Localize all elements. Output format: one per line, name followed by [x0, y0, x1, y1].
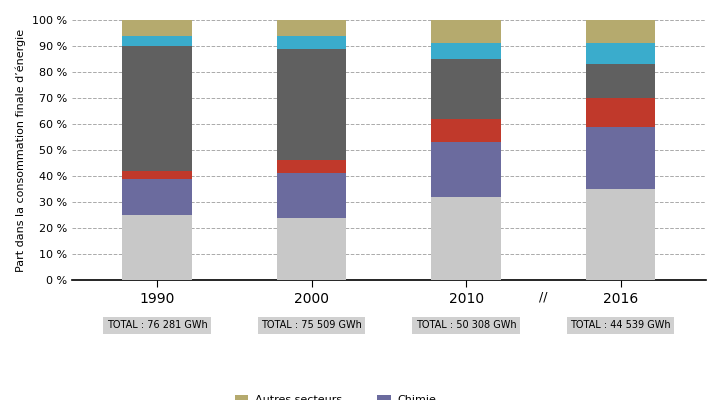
Bar	[431, 43, 501, 59]
Bar	[122, 178, 192, 215]
Bar	[586, 98, 655, 126]
Bar	[431, 197, 501, 280]
Bar	[276, 48, 346, 160]
Bar	[122, 20, 192, 36]
Y-axis label: Part dans la consommation finale d’énergie: Part dans la consommation finale d’énerg…	[16, 28, 27, 272]
Bar	[122, 36, 192, 46]
Legend: Autres secteurs, Alimentation, Papier et carton, Chimie, Sidérurgie, Minéraux no: Autres secteurs, Alimentation, Papier et…	[235, 395, 543, 400]
Bar	[122, 171, 192, 178]
Bar	[276, 36, 346, 49]
Text: TOTAL : 44 539 GWh: TOTAL : 44 539 GWh	[570, 320, 671, 330]
Text: //: //	[539, 290, 548, 303]
Bar	[431, 119, 501, 142]
Bar	[431, 142, 501, 197]
Bar	[586, 126, 655, 189]
Bar	[431, 20, 501, 43]
Bar	[276, 160, 346, 173]
Text: TOTAL : 50 308 GWh: TOTAL : 50 308 GWh	[415, 320, 516, 330]
Bar	[122, 215, 192, 280]
Bar	[122, 46, 192, 171]
Bar	[276, 173, 346, 218]
Bar	[431, 59, 501, 119]
Bar	[276, 20, 346, 36]
Bar	[586, 189, 655, 280]
Bar	[586, 20, 655, 43]
Text: TOTAL : 75 509 GWh: TOTAL : 75 509 GWh	[261, 320, 362, 330]
Bar	[276, 218, 346, 280]
Text: TOTAL : 76 281 GWh: TOTAL : 76 281 GWh	[107, 320, 207, 330]
Bar	[586, 64, 655, 98]
Bar	[586, 43, 655, 64]
